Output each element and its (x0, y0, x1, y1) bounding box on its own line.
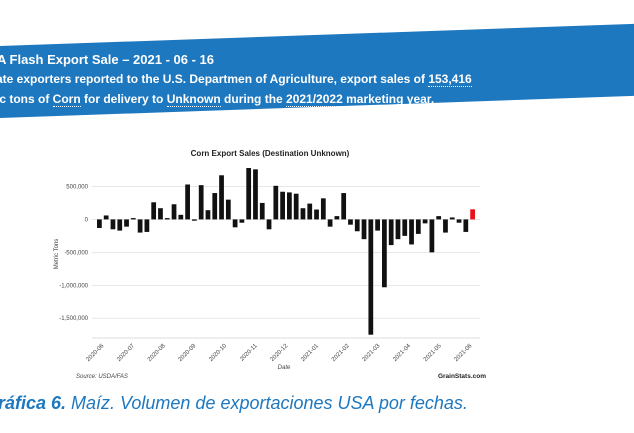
bar (449, 217, 455, 220)
bar (259, 202, 265, 220)
bar (232, 219, 238, 228)
y-tick-label: -1,000,000 (59, 283, 88, 289)
bar (137, 219, 143, 233)
bar (429, 219, 435, 253)
bar (415, 219, 421, 234)
bar (388, 219, 394, 246)
bar (97, 219, 102, 228)
y-axis-label: Metric Tons (54, 239, 60, 270)
gridlines (92, 186, 480, 339)
bar (402, 219, 408, 236)
x-tick-label: 2021-01 (300, 343, 320, 363)
announcement-title: A Flash Export Sale – 2021 - 06 - 16 (0, 52, 215, 67)
y-tick-label: 0 (85, 217, 89, 223)
destination: Unknown (166, 92, 221, 107)
bar (198, 185, 204, 220)
bar (124, 219, 129, 227)
bar (341, 193, 347, 220)
bar (130, 218, 136, 220)
bar (361, 219, 367, 240)
bar (246, 168, 252, 220)
bar (192, 219, 197, 221)
y-axis-ticks: 500,000 0 -500,000 -1,000,000 -1,500,000 (59, 184, 88, 322)
bar (300, 208, 306, 220)
bar (320, 198, 326, 220)
figure-caption: ráfica 6. Maíz. Volumen de exportaciones… (0, 393, 468, 414)
corn-export-sales-chart: Corn Export Sales (Destination Unknown) … (54, 149, 486, 380)
brand-label: GrainStats.com (438, 373, 486, 380)
bar (327, 219, 333, 227)
bar (436, 216, 442, 220)
caption-text: Maíz. Volumen de exportaciones USA por f… (66, 393, 468, 413)
bar (375, 219, 380, 231)
bar (293, 193, 299, 220)
caption-label: ráfica 6. (0, 393, 67, 413)
line2-text-c: during the (220, 92, 287, 106)
line2-text-b: for delivery to (80, 92, 167, 106)
y-tick-label: 500,000 (66, 184, 88, 190)
bar (334, 216, 340, 220)
commodity: Corn (52, 92, 81, 107)
bar (164, 218, 170, 220)
bar (422, 219, 428, 224)
bar (225, 199, 231, 220)
bar (158, 208, 163, 220)
bar (205, 210, 211, 220)
x-tick-label: 2020-08 (147, 343, 167, 363)
announcement-line-2: ic tons of Corn for delivery to Unknown … (0, 92, 435, 107)
x-tick-label: 2021-06 (454, 343, 474, 363)
bar (178, 214, 184, 220)
bar (239, 219, 245, 223)
bar (307, 203, 313, 220)
x-axis-label: Date (278, 365, 291, 371)
x-tick-label: 2020-09 (178, 343, 198, 363)
bar (348, 219, 353, 225)
bar (395, 219, 401, 240)
line1-text: ate exporters reported to the U.S. Depar… (0, 72, 429, 86)
bar (144, 219, 150, 232)
bar (443, 219, 448, 233)
x-tick-label: 2020-06 (86, 343, 106, 363)
bars (97, 168, 475, 335)
x-tick-label: 2020-12 (270, 343, 290, 363)
sale-amount: 153,416 (428, 72, 472, 87)
bar (382, 219, 387, 288)
x-tick-label: 2020-11 (239, 343, 259, 363)
bar (314, 209, 319, 220)
y-tick-label: -500,000 (64, 250, 88, 256)
x-tick-label: 2020-10 (208, 343, 228, 363)
bar (266, 219, 272, 230)
bar (212, 193, 218, 220)
bar (368, 219, 374, 335)
chart-title: Corn Export Sales (Destination Unknown) (191, 149, 350, 158)
bar (409, 219, 414, 245)
announcement-line-1: ate exporters reported to the U.S. Depar… (0, 72, 472, 87)
bar (103, 215, 109, 220)
y-tick-label: -1,500,000 (59, 316, 88, 322)
line2-text-d: marketing year. (342, 92, 435, 106)
x-tick-label: 2021-02 (331, 343, 351, 363)
bar (463, 219, 469, 232)
bar (280, 191, 285, 220)
bar (219, 175, 224, 220)
bar (273, 185, 279, 220)
bar (117, 219, 123, 231)
source-note: Source: USDA/FAS (76, 374, 128, 380)
x-tick-label: 2021-05 (423, 343, 443, 363)
bar (110, 219, 116, 230)
bar (456, 219, 462, 223)
bar (287, 192, 292, 220)
highlight-bar (470, 209, 475, 220)
x-tick-label: 2021-03 (362, 343, 382, 363)
bar (253, 169, 258, 220)
bar (354, 219, 360, 232)
line2-text-a: ic tons of (0, 92, 53, 106)
bar (151, 202, 157, 220)
x-tick-label: 2020-07 (116, 343, 136, 363)
bar (171, 204, 177, 220)
bar (185, 184, 190, 220)
x-axis-ticks: 2020-06 2020-07 2020-08 2020-09 2020-10 2020-… (86, 343, 474, 363)
x-tick-label: 2021-04 (392, 343, 412, 363)
marketing-year: 2021/2022 (286, 92, 343, 107)
